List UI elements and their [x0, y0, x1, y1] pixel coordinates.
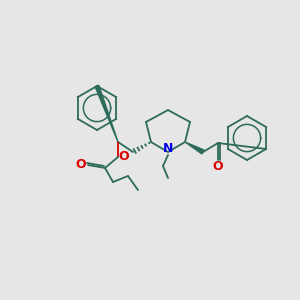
Polygon shape [95, 85, 118, 142]
Text: O: O [213, 160, 223, 172]
Text: O: O [119, 149, 129, 163]
Polygon shape [185, 142, 204, 154]
Text: O: O [76, 158, 86, 170]
Text: N: N [163, 142, 173, 155]
